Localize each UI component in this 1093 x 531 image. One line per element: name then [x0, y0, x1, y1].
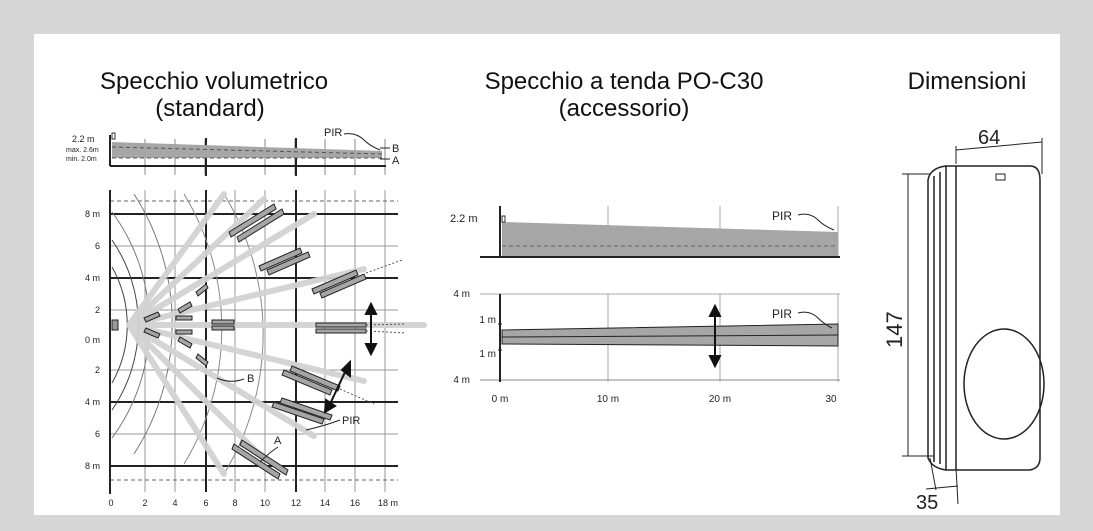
detector-icon — [111, 319, 119, 331]
y-label-0: 8 m — [85, 209, 100, 219]
curtain-height-label: 2.2 m — [450, 213, 478, 225]
y-label-1: 6 — [95, 241, 100, 251]
side-max-label: max. 2.6m — [66, 147, 99, 154]
side-a-label: A — [392, 155, 400, 167]
curtain-y-upper: 1 m — [479, 315, 496, 326]
curtain-x-1: 10 m — [597, 394, 619, 405]
pir-lens — [963, 328, 1045, 440]
y-label-8: 8 m — [85, 461, 100, 471]
curtain-top-pir-label: PIR — [772, 307, 792, 321]
curtain-y-bottom: 4 m — [453, 375, 470, 386]
x-label-4: 8 — [232, 498, 237, 508]
curtain-x-3: 30 — [825, 394, 837, 405]
volumetric-mirror-title: Specchio volumetrico (standard) — [100, 68, 329, 122]
curtain-top-zone — [501, 323, 839, 347]
x-label-8: 16 — [350, 498, 360, 508]
volumetric-top-view: B A PIR 8 m 6 4 m 2 0 m 2 4 m 6 8 m 0 2 … — [85, 190, 427, 508]
x-label-1: 2 — [142, 498, 147, 508]
curtain-mirror-title: Specchio a tenda PO-C30 (accessorio) — [474, 68, 774, 122]
width-dimension-label: 64 — [978, 127, 1000, 149]
curtain-title-line2: (accessorio) — [558, 95, 690, 122]
side-height-label: 2.2 m — [72, 134, 95, 144]
y-label-7: 6 — [95, 429, 100, 439]
curtain-x-0: 0 m — [492, 394, 509, 405]
y-label-4: 0 m — [85, 335, 100, 345]
figure-panel: Specchio volumetrico (standard) Specchio… — [34, 34, 1060, 515]
curtain-x-2: 20 m — [709, 394, 731, 405]
x-label-5: 10 — [260, 498, 270, 508]
x-label-6: 12 — [291, 498, 301, 508]
curtain-direction-arrow — [708, 303, 722, 369]
x-label-7: 14 — [320, 498, 330, 508]
curtain-y-lower: 1 m — [479, 349, 496, 360]
x-label-3: 6 — [203, 498, 208, 508]
detector-housing — [927, 165, 1041, 471]
x-label-0: 0 — [108, 498, 113, 508]
side-min-label: min. 2.0m — [66, 156, 97, 163]
dimensions-title: Dimensioni — [907, 68, 1027, 95]
curtain-y-top: 4 m — [453, 289, 470, 300]
x-label-9: 18 m — [378, 498, 398, 508]
volumetric-side-view: 2.2 m max. 2.6m min. 2.0m PIR B A — [66, 127, 400, 176]
y-label-2: 4 m — [85, 273, 100, 283]
walk-direction-arrow — [364, 301, 378, 357]
curtain-views: 2.2 m PIR PIR 4 m 1 m 1 m 4 m 0 — [450, 206, 840, 405]
side-pir-label: PIR — [324, 127, 342, 139]
zone-b-label: B — [247, 373, 254, 385]
walk-direction-arrow-diagonal — [323, 359, 351, 414]
x-label-2: 4 — [172, 498, 177, 508]
depth-dimension-label: 35 — [916, 492, 938, 514]
volumetric-title-line1: Specchio volumetrico — [100, 68, 329, 95]
y-label-3: 2 — [95, 305, 100, 315]
detector-dimensions-drawing: 64 147 35 — [882, 127, 1045, 514]
height-dimension-label: 147 — [882, 311, 907, 348]
y-label-6: 4 m — [85, 397, 100, 407]
volumetric-title-line2: (standard) — [155, 95, 265, 122]
curtain-side-pir-label: PIR — [772, 209, 792, 223]
led-window — [995, 173, 1006, 181]
top-pir-label: PIR — [342, 415, 360, 427]
y-label-5: 2 — [95, 365, 100, 375]
zone-a-label: A — [274, 435, 282, 447]
side-b-label: B — [392, 143, 399, 155]
curtain-side-zone — [502, 222, 838, 256]
curtain-title-line1: Specchio a tenda PO-C30 — [484, 68, 764, 95]
